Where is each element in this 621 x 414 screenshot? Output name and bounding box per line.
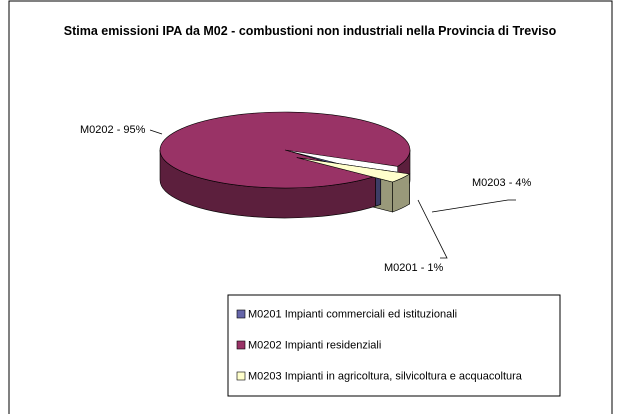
data-label: M0201 - 1%	[384, 262, 444, 274]
chart-title: Stima emissioni IPA da M02 - combustioni…	[63, 24, 557, 38]
data-label: M0203 - 4%	[472, 177, 532, 189]
legend-swatch	[236, 309, 246, 319]
legend-label: M0202 Impianti residenziali	[248, 339, 381, 351]
leader-line	[149, 129, 163, 135]
leader-line	[417, 199, 448, 259]
legend-swatch	[236, 340, 246, 350]
data-label: M0202 - 95%	[80, 124, 146, 136]
legend-label: M0201 Impianti commerciali ed istituzion…	[248, 308, 457, 320]
legend-swatch	[236, 371, 246, 381]
legend-label: M0203 Impianti in agricoltura, silvicolt…	[248, 370, 523, 382]
leader-line	[431, 199, 516, 213]
pie-slice	[296, 157, 411, 183]
legend-box	[227, 294, 561, 397]
slice-side	[375, 173, 382, 207]
